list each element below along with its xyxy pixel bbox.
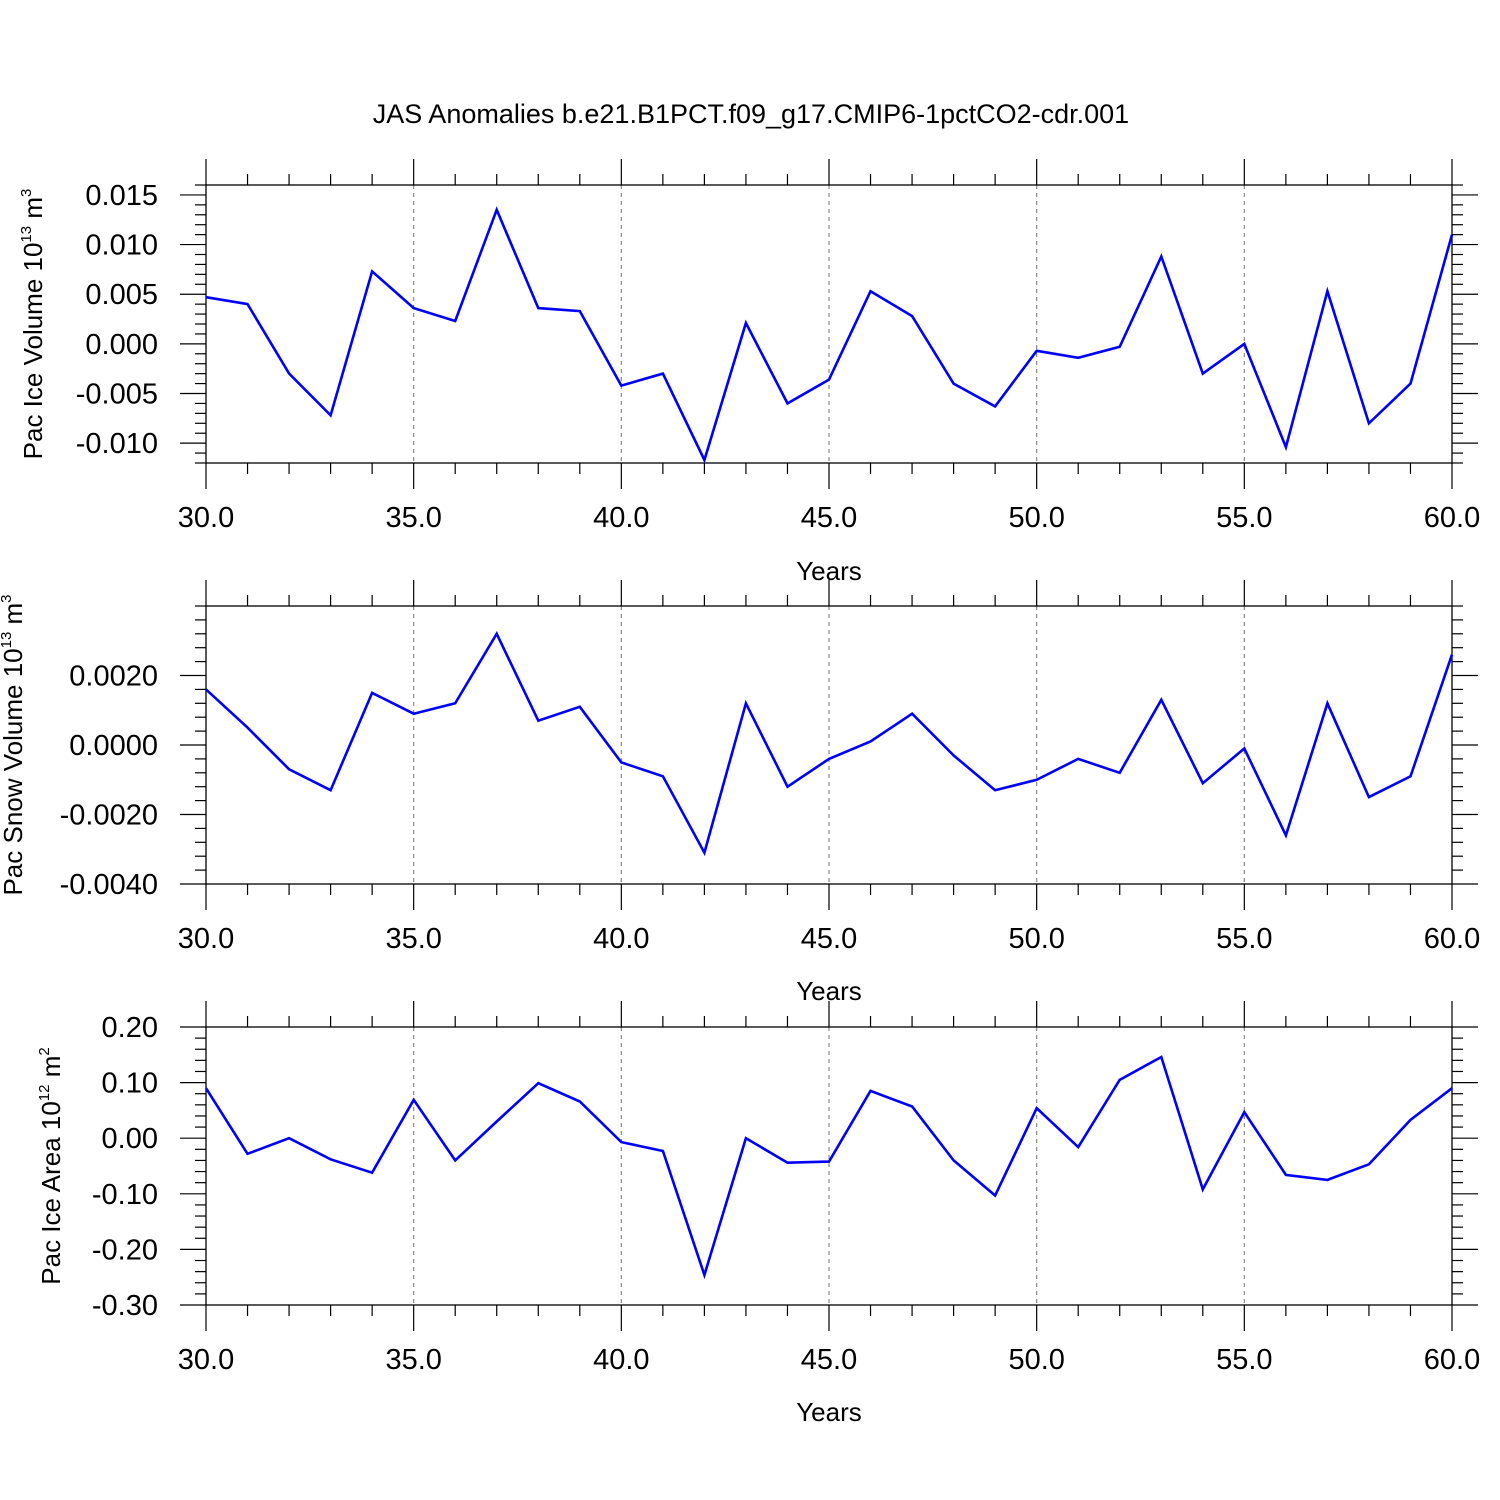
y-tick-label: 0.00 <box>102 1123 158 1155</box>
x-tick-label: 45.0 <box>801 1344 857 1376</box>
x-tick-label: 35.0 <box>385 502 441 534</box>
x-tick-label: 50.0 <box>1008 1344 1064 1376</box>
y-tick-label: 0.0000 <box>69 730 158 762</box>
x-tick-label: 45.0 <box>801 923 857 955</box>
x-tick-label: 40.0 <box>593 1344 649 1376</box>
x-tick-label: 30.0 <box>178 923 234 955</box>
y-tick-label: 0.010 <box>85 230 158 262</box>
x-tick-label: 60.0 <box>1424 502 1480 534</box>
x-axis-label: Years <box>796 1397 862 1427</box>
y-tick-label: 0.015 <box>85 180 158 212</box>
x-tick-label: 30.0 <box>178 502 234 534</box>
y-axis-label: Pac Ice Area 1012 m2 <box>36 1047 66 1284</box>
series-line <box>204 1055 1453 1280</box>
x-tick-label: 45.0 <box>801 502 857 534</box>
x-tick-label: 60.0 <box>1424 1344 1480 1376</box>
y-axis-label: Pac Snow Volume 1013 m3 <box>0 594 28 895</box>
chart-panel-2: -0.0040 -0.0020 0.0000 0.0020 30.0 35.0 40.0 45… <box>0 580 1480 1006</box>
y-tick-label: -0.0040 <box>60 869 158 901</box>
series-line <box>205 631 1454 857</box>
y-tick-label: 0.0020 <box>69 661 158 693</box>
x-tick-label: 50.0 <box>1008 923 1064 955</box>
chart-panel-3: -0.30 -0.20 -0.10 0.00 0.10 0.20 30.0 35.0 40.0 4… <box>36 1001 1480 1427</box>
x-tick-label: 55.0 <box>1216 502 1272 534</box>
x-tick-label: 40.0 <box>593 923 649 955</box>
x-tick-label: 35.0 <box>385 1344 441 1376</box>
y-tick-label: 0.10 <box>102 1068 158 1100</box>
x-tick-label: 35.0 <box>385 923 441 955</box>
x-tick-label: 50.0 <box>1008 502 1064 534</box>
y-axis-label: Pac Ice Volume 1013 m3 <box>18 189 48 460</box>
series-line <box>205 206 1454 464</box>
x-tick-label: 30.0 <box>178 1344 234 1376</box>
y-tick-label: -0.20 <box>92 1234 158 1266</box>
y-tick-label: -0.10 <box>92 1179 158 1211</box>
x-tick-label: 55.0 <box>1216 1344 1272 1376</box>
figure-title: JAS Anomalies b.e21.B1PCT.f09_g17.CMIP6-… <box>373 99 1129 129</box>
y-tick-label: 0.20 <box>102 1012 158 1044</box>
y-tick-label: -0.005 <box>76 379 158 411</box>
y-tick-label: -0.0020 <box>60 800 158 832</box>
y-tick-label: -0.010 <box>76 428 158 460</box>
y-tick-label: 0.000 <box>85 329 158 361</box>
y-tick-label: 0.005 <box>85 279 158 311</box>
x-tick-label: 55.0 <box>1216 923 1272 955</box>
x-tick-label: 60.0 <box>1424 923 1480 955</box>
y-tick-label: -0.30 <box>92 1290 158 1322</box>
x-tick-label: 40.0 <box>593 502 649 534</box>
chart-panel-1: -0.010 -0.005 0.000 0.005 0.010 0.015 30.0 35.0… <box>18 159 1480 586</box>
